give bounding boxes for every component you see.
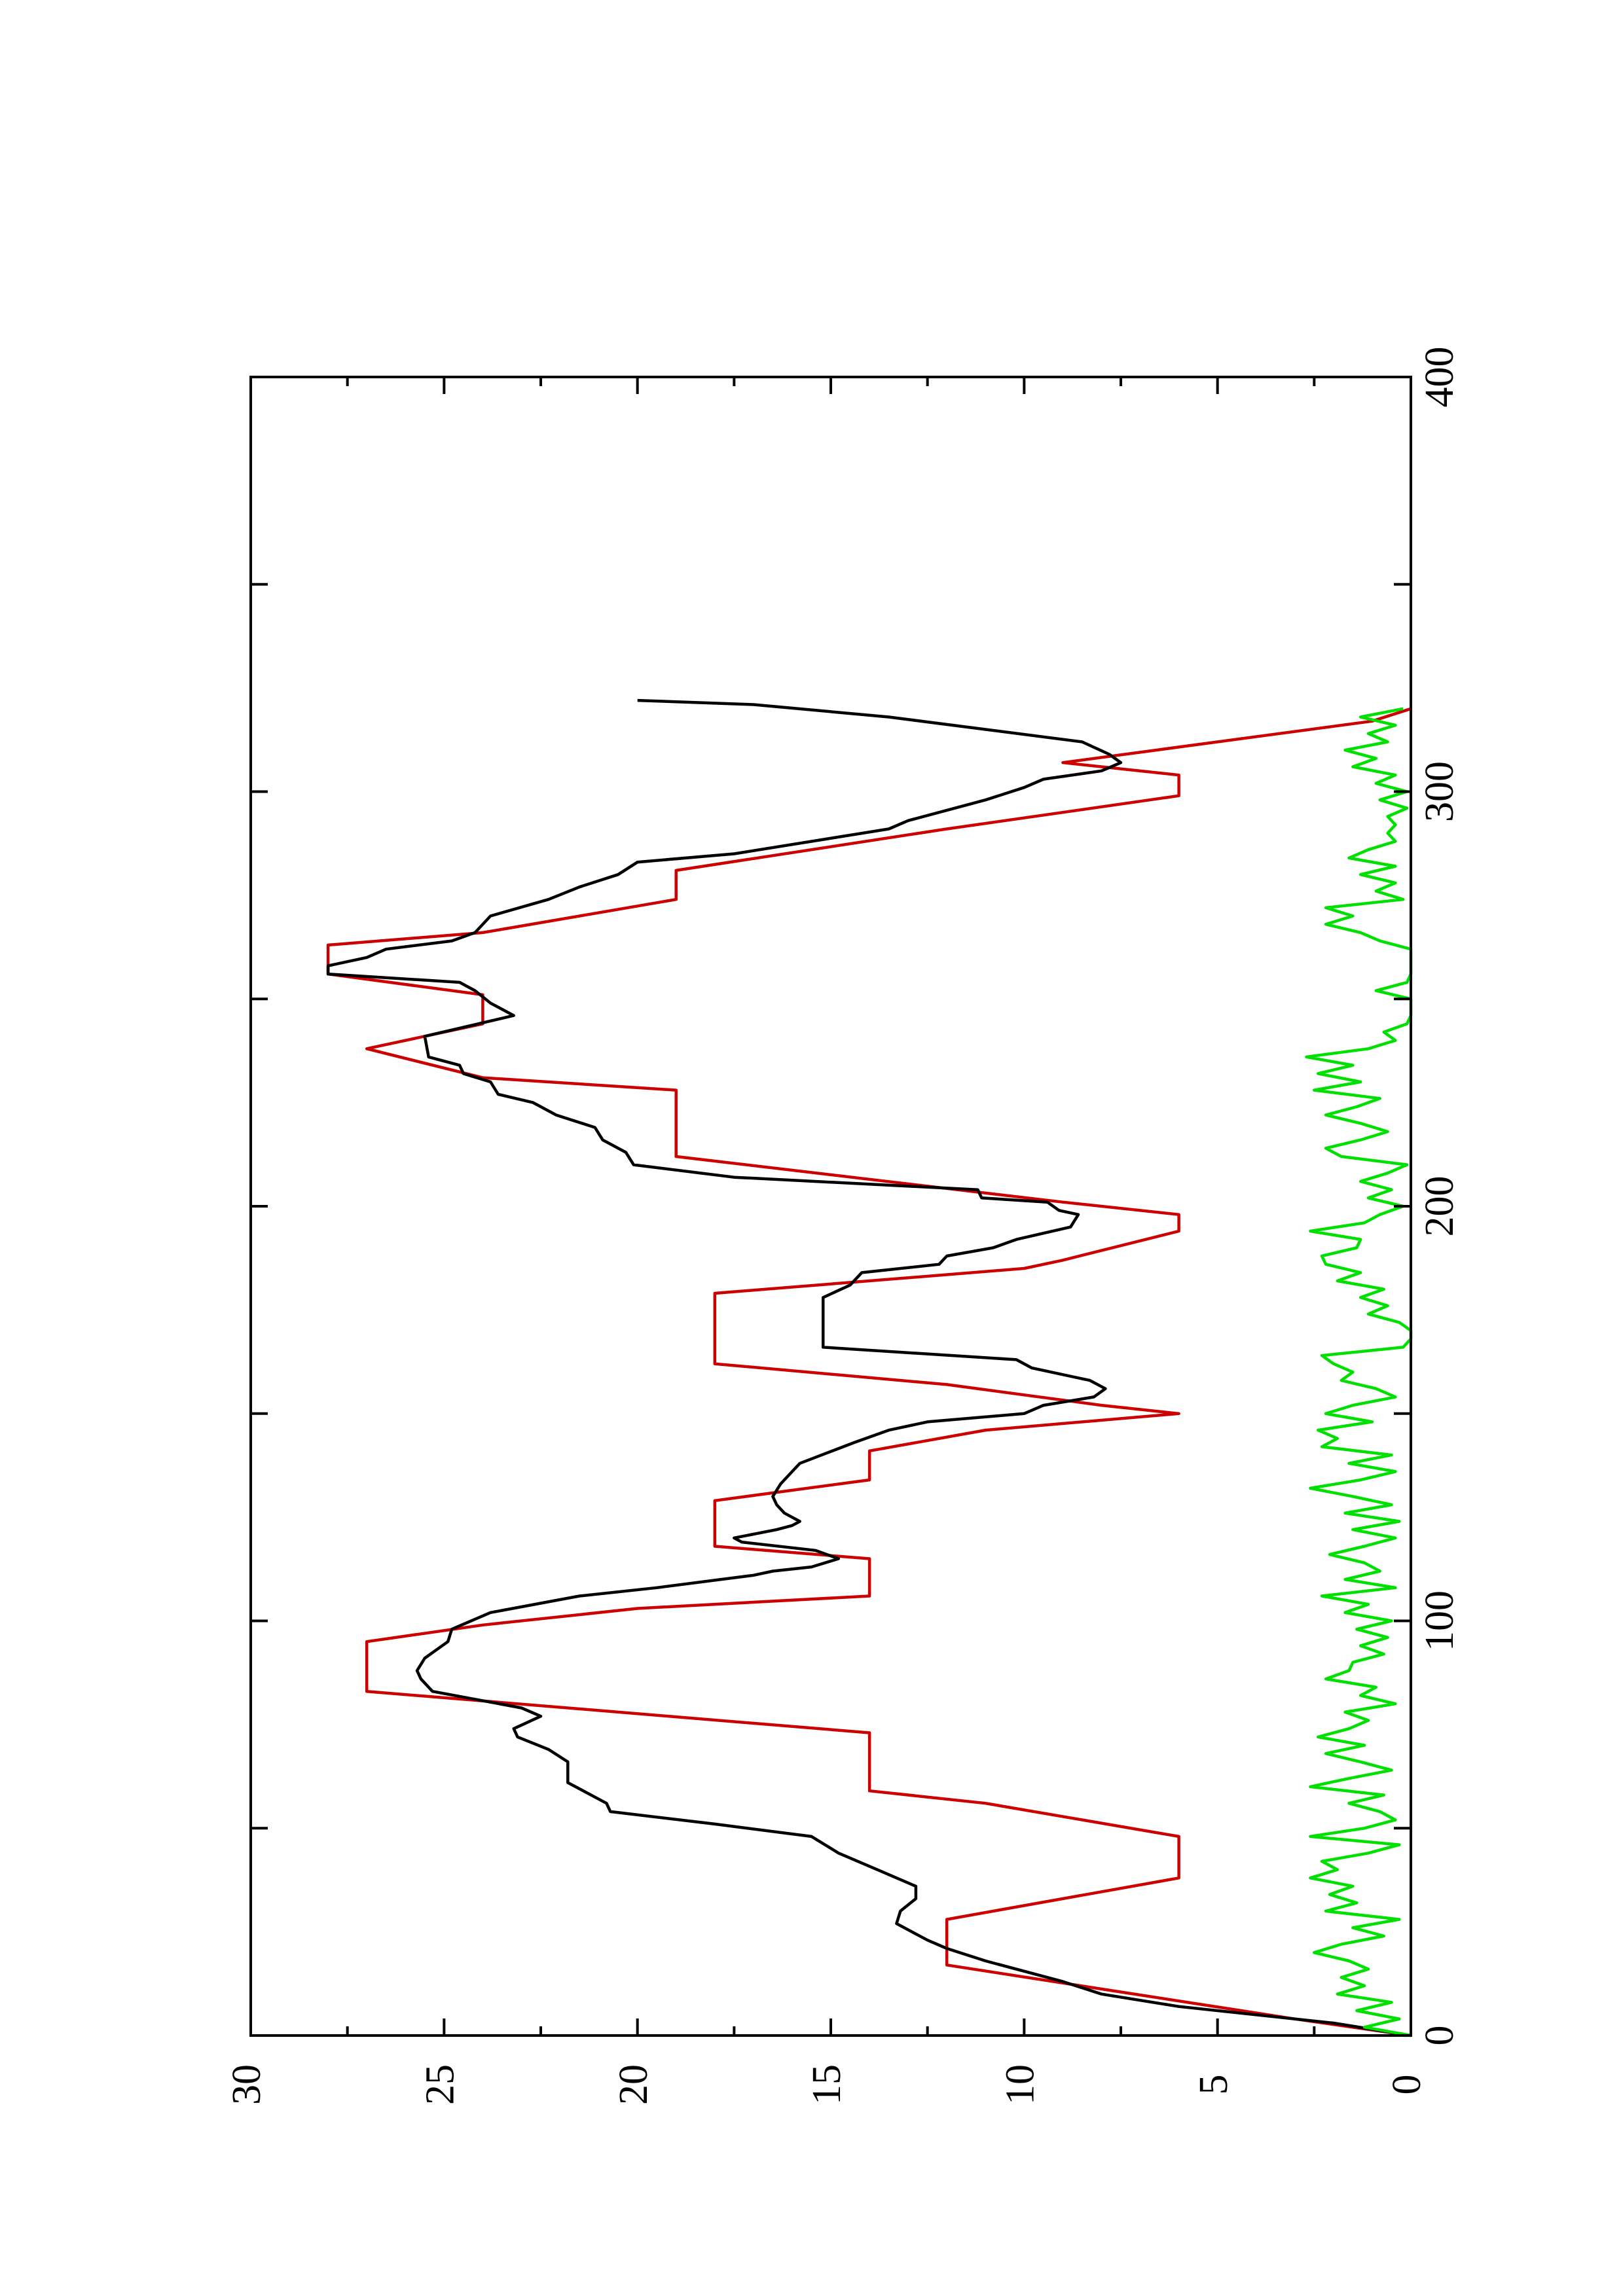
y-tick-label: 10	[998, 2064, 1043, 2105]
x-tick-label: 200	[1417, 1176, 1462, 1237]
x-tick-label: 0	[1417, 2026, 1462, 2046]
series-layer	[326, 698, 1413, 2037]
tick-layer	[249, 376, 1412, 2037]
y-tick-label: 15	[805, 2064, 849, 2105]
x-tick-label: 100	[1417, 1590, 1462, 1651]
series-line-1	[326, 707, 1412, 2037]
series-line-2	[326, 698, 1412, 2037]
x-tick-label: 400	[1417, 347, 1462, 408]
y-tick-label: 25	[418, 2064, 463, 2105]
x-tick-label: 300	[1417, 761, 1462, 822]
y-tick-label: 20	[611, 2064, 656, 2105]
series-line-3	[1305, 707, 1413, 2037]
y-tick-label: 30	[225, 2064, 269, 2105]
y-tick-label: 5	[1192, 2075, 1236, 2095]
label-layer: 0 100 200 300 400 0 5 10 15 20 25 30	[225, 347, 1462, 2106]
y-tick-label: 0	[1385, 2075, 1429, 2095]
